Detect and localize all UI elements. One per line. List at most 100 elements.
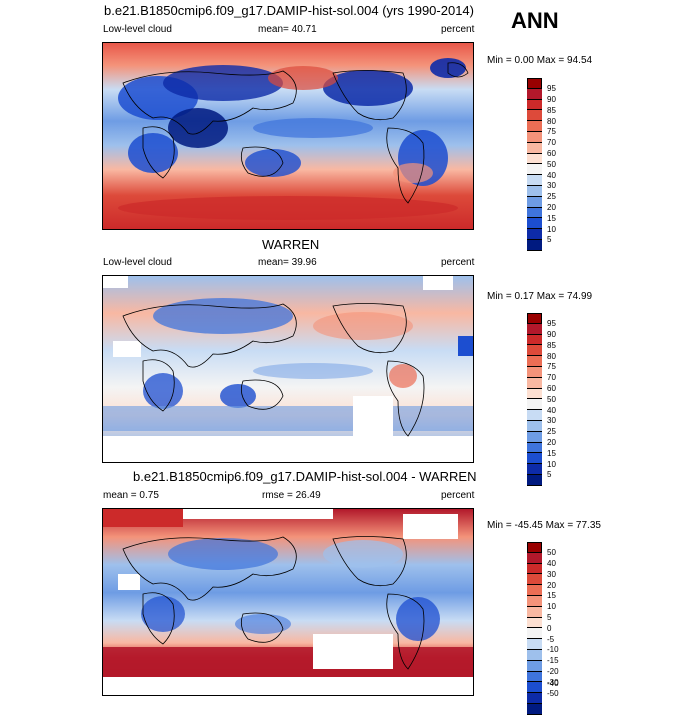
panel-1-tick: 25 xyxy=(547,192,556,201)
panel-1-tick: 60 xyxy=(547,149,556,158)
panel-3-colorbar-box xyxy=(527,671,542,683)
panel-3-minmax-label: Min = -45.45 Max = 77.35 xyxy=(487,520,601,531)
panel-2-colorbar-box xyxy=(527,388,542,400)
panel-1-colorbar-box xyxy=(527,110,542,122)
panel-3-rmse-label: rmse = 26.49 xyxy=(262,490,321,501)
panel-3-colorbar-box xyxy=(527,563,542,575)
panel-3-tick: -10 xyxy=(547,645,559,654)
panel-1-tick: 50 xyxy=(547,160,556,169)
panel-1-units-label: percent xyxy=(441,24,475,35)
panel-2-colorbar-box xyxy=(527,345,542,357)
panel-2-colorbar-box xyxy=(527,377,542,389)
panel-1-tick: 10 xyxy=(547,225,556,234)
panel-1-colorbar-box xyxy=(527,131,542,143)
panel-1-tick: 30 xyxy=(547,181,556,190)
panel-2-minmax-label: Min = 0.17 Max = 74.99 xyxy=(487,291,593,302)
season-label: ANN xyxy=(511,8,559,33)
panel-3-colorbar-box xyxy=(527,682,542,694)
panel-3-tick: -40 xyxy=(547,679,559,688)
panel-3-colorbar-box xyxy=(527,649,542,661)
panel-2-colorbar-box xyxy=(527,420,542,432)
panel-2-colorbar xyxy=(527,313,542,486)
panel-3-colorbar-box xyxy=(527,542,542,553)
panel-3-tick: -5 xyxy=(547,635,555,644)
panel-3-colorbar-box xyxy=(527,617,542,629)
panel-1-colorbar-box xyxy=(527,207,542,219)
panel-2-tick: 60 xyxy=(547,384,556,393)
panel-3-colorbar-box xyxy=(527,639,542,650)
panel-2-colorbar-box xyxy=(527,334,542,346)
panel-2-tick: 75 xyxy=(547,362,556,371)
panel-2-colorbar-box xyxy=(527,464,542,475)
panel-1-colorbar-box xyxy=(527,175,542,186)
panel-1-tick: 5 xyxy=(547,235,552,244)
panel-3-tick: 30 xyxy=(547,570,556,579)
panel-1-tick: 85 xyxy=(547,106,556,115)
panel-2-colorbar-box xyxy=(527,442,542,454)
panel-3-colorbar-box xyxy=(527,693,542,704)
panel-1-colorbar-box xyxy=(527,88,542,100)
panel-1-colorbar-box xyxy=(527,196,542,208)
panel-3-colorbar-box xyxy=(527,574,542,586)
panel-1-colorbar-box xyxy=(527,153,542,165)
panel-3-colorbar-box xyxy=(527,606,542,618)
panel-3-tick: -30 xyxy=(547,678,559,687)
panel-3-colorbar-box xyxy=(527,628,542,640)
panel-3-title: b.e21.B1850cmip6.f09_g17.DAMIP-hist-sol.… xyxy=(133,469,477,484)
panel-1-colorbar-box xyxy=(527,142,542,154)
panel-1-tick: 75 xyxy=(547,127,556,136)
panel-2-tick: 30 xyxy=(547,416,556,425)
panel-1-tick: 70 xyxy=(547,138,556,147)
panel-2-tick: 80 xyxy=(547,352,556,361)
panel-2-tick: 95 xyxy=(547,319,556,328)
panel-3-tick: 20 xyxy=(547,581,556,590)
panel-2-variable-label: Low-level cloud xyxy=(103,257,172,268)
panel-3-map xyxy=(102,508,474,696)
panel-1-tick: 15 xyxy=(547,214,556,223)
panel-2-tick: 15 xyxy=(547,449,556,458)
panel-2-colorbar-box xyxy=(527,453,542,465)
panel-1-colorbar-box xyxy=(527,78,542,89)
panel-2-map xyxy=(102,275,474,463)
panel-1-colorbar-box xyxy=(527,185,542,197)
panel-1-variable-label: Low-level cloud xyxy=(103,24,172,35)
panel-3-colorbar-box xyxy=(527,703,542,715)
panel-3-tick: 0 xyxy=(547,624,552,633)
panel-2-title: WARREN xyxy=(262,237,320,252)
panel-3-tick: 5 xyxy=(547,613,552,622)
panel-2-colorbar-box xyxy=(527,323,542,335)
panel-1-map xyxy=(102,42,474,230)
panel-2-colorbar-box xyxy=(527,410,542,421)
panel-3-colorbar-box xyxy=(527,595,542,607)
panel-1-colorbar-box xyxy=(527,239,542,251)
panel-2-tick: 90 xyxy=(547,330,556,339)
panel-2-units-label: percent xyxy=(441,257,475,268)
panel-2-tick: 70 xyxy=(547,373,556,382)
panel-2-tick: 50 xyxy=(547,395,556,404)
panel-1-colorbar-box xyxy=(527,229,542,240)
panel-3-tick: 15 xyxy=(547,591,556,600)
panel-3-colorbar-box xyxy=(527,585,542,596)
panel-2-colorbar-box xyxy=(527,399,542,411)
panel-1-colorbar-box xyxy=(527,218,542,230)
panel-3-colorbar-box xyxy=(527,660,542,672)
panel-2-colorbar-box xyxy=(527,356,542,367)
panel-3-tick: 40 xyxy=(547,559,556,568)
panel-1-colorbar xyxy=(527,78,542,251)
panel-3-colorbar xyxy=(527,542,542,715)
panel-1-tick: 95 xyxy=(547,84,556,93)
panel-1-colorbar-box xyxy=(527,99,542,111)
panel-3-tick: -20 xyxy=(547,667,559,676)
panel-1-tick: 20 xyxy=(547,203,556,212)
panel-2-tick: 5 xyxy=(547,470,552,479)
panel-2-tick: 25 xyxy=(547,427,556,436)
panel-3-mean-label: mean = 0.75 xyxy=(103,490,159,501)
panel-1-colorbar-box xyxy=(527,164,542,176)
panel-1-colorbar-box xyxy=(527,121,542,132)
panel-3-tick: -50 xyxy=(547,689,559,698)
panel-2-tick: 85 xyxy=(547,341,556,350)
panel-2-mean-label: mean= 39.96 xyxy=(258,257,317,268)
panel-1-minmax-label: Min = 0.00 Max = 94.54 xyxy=(487,55,593,66)
panel-2-tick: 40 xyxy=(547,406,556,415)
panel-1-title: b.e21.B1850cmip6.f09_g17.DAMIP-hist-sol.… xyxy=(104,3,474,18)
